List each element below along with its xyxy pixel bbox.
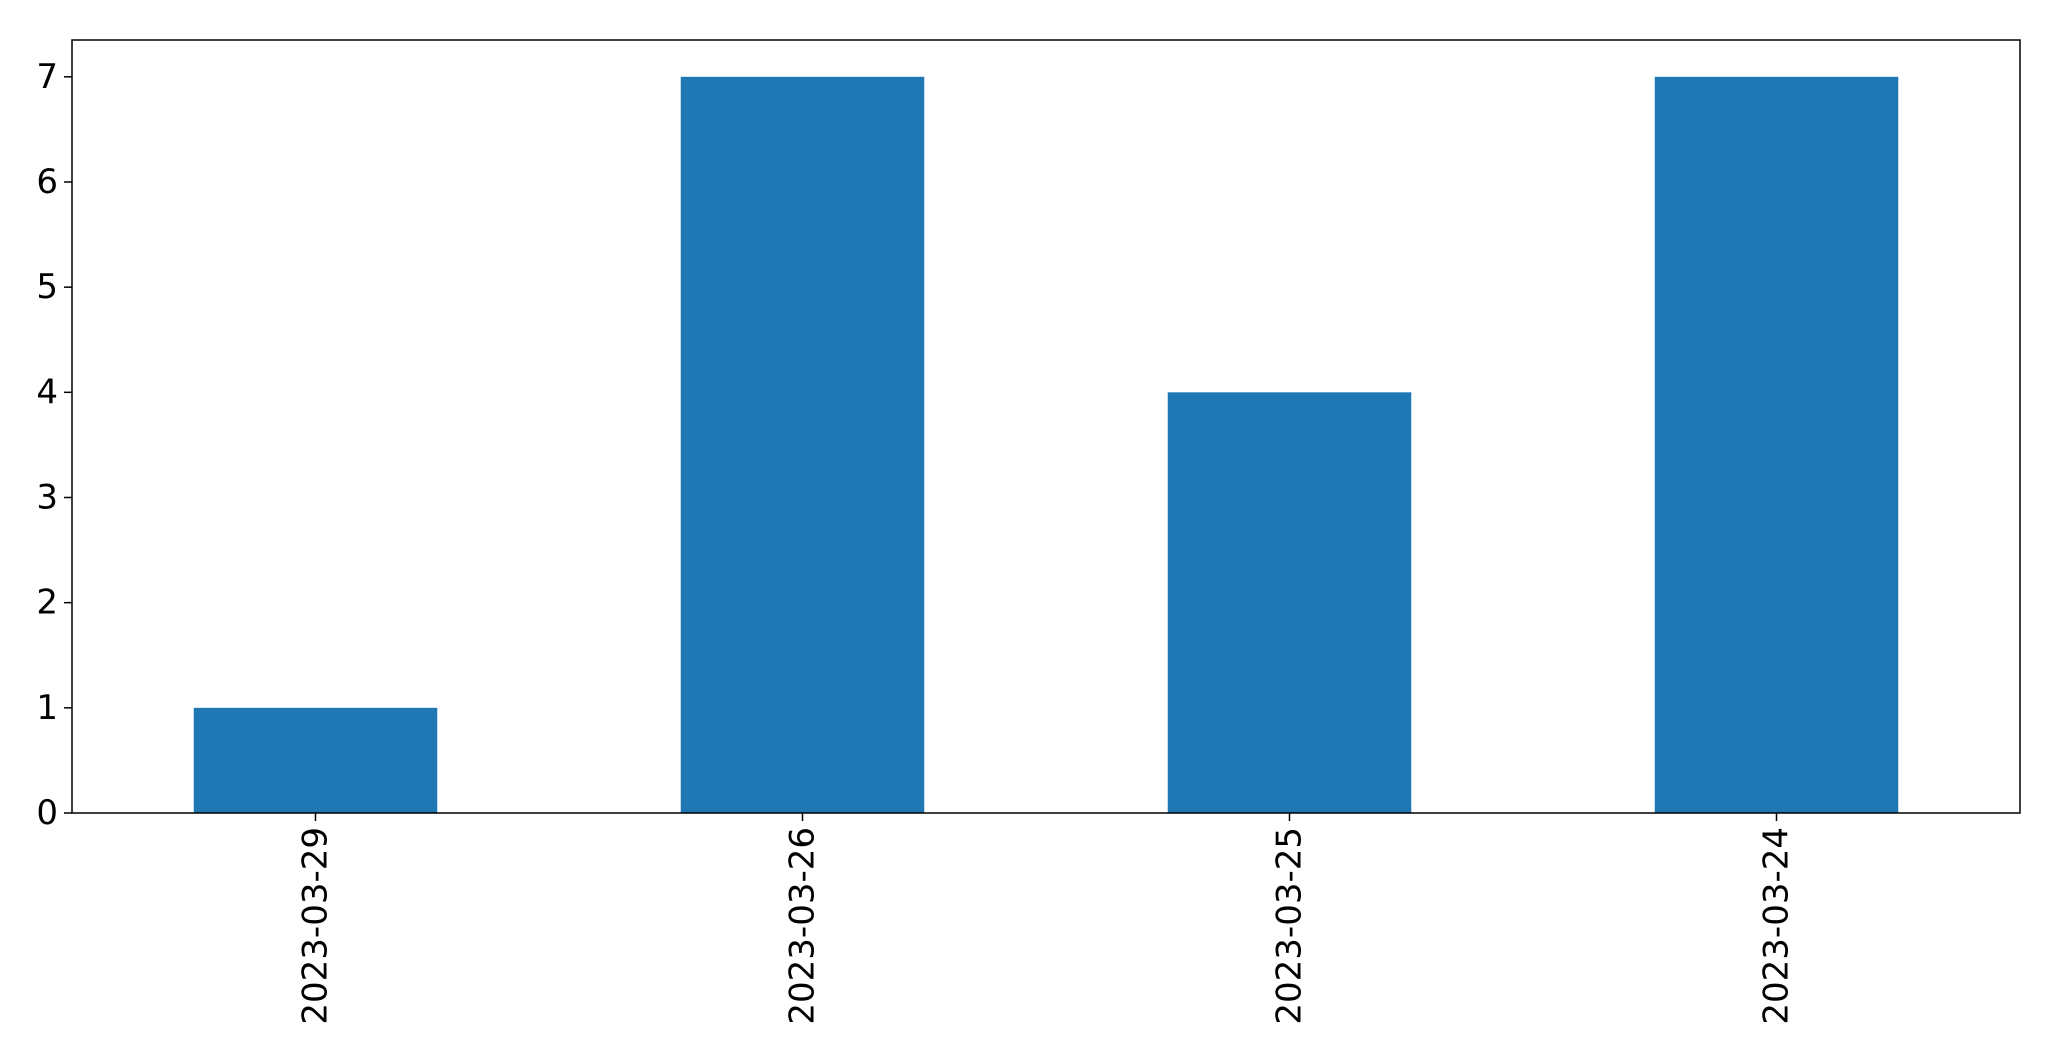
bar-2023-03-26 [680, 76, 925, 814]
y-tick-label: 0 [36, 793, 58, 833]
y-tick-label: 5 [36, 267, 58, 307]
y-tick-label: 4 [36, 372, 58, 412]
y-axis: 0 1 2 3 4 5 6 7 [36, 57, 72, 833]
y-tick-label: 7 [36, 57, 58, 97]
plot-frame [71, 39, 2021, 814]
y-tick-label: 6 [36, 162, 58, 202]
x-tick-label: 2023-03-25 [1270, 827, 1310, 1025]
y-tick-label: 2 [36, 583, 58, 623]
x-tick-label: 2023-03-29 [296, 827, 336, 1025]
bars-group [193, 76, 1899, 814]
bar-2023-03-24 [1654, 76, 1899, 814]
x-axis: 2023-03-29 2023-03-26 2023-03-25 2023-03-24 [296, 813, 1797, 1025]
x-tick-label: 2023-03-26 [783, 827, 823, 1025]
bar-2023-03-25 [1167, 392, 1412, 813]
y-tick-label: 3 [36, 477, 58, 517]
x-tick-label: 2023-03-24 [1757, 827, 1797, 1025]
y-tick-label: 1 [36, 688, 58, 728]
bar-2023-03-29 [193, 707, 438, 813]
